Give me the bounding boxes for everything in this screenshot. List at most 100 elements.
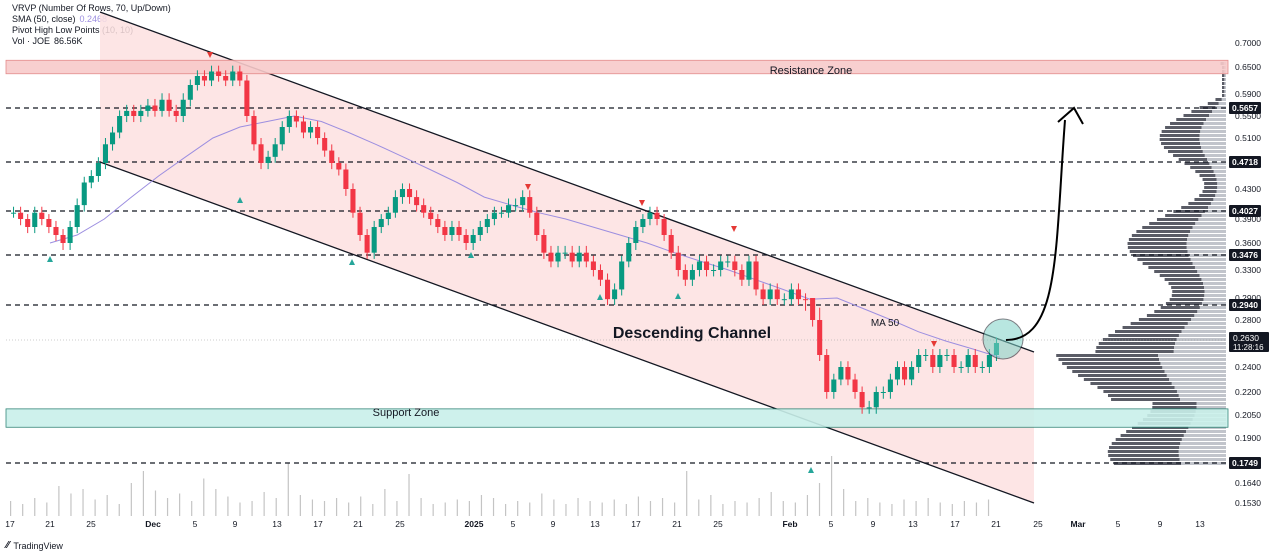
- volume-bar: [82, 489, 84, 516]
- level-price-tag: [1229, 457, 1261, 469]
- countdown-label: 11:28:16: [1233, 343, 1264, 352]
- profile-bar: [1194, 266, 1226, 269]
- candle-body: [859, 392, 865, 408]
- profile-bar: [1127, 246, 1187, 249]
- candle-body: [661, 219, 667, 235]
- profile-bar: [1201, 126, 1226, 129]
- profile-bar: [1156, 218, 1199, 221]
- profile-bar: [1072, 370, 1165, 373]
- candle-body: [880, 392, 886, 393]
- volume-bar: [674, 502, 676, 516]
- candle-body: [322, 138, 328, 151]
- profile-bar: [1212, 110, 1226, 113]
- level-price-tag: [1229, 205, 1261, 217]
- candle-body: [838, 367, 844, 380]
- profile-bar: [1171, 382, 1226, 385]
- x-tick-label: 9: [1158, 519, 1163, 529]
- profile-bar: [1224, 82, 1226, 85]
- candle-body: [696, 261, 702, 270]
- candle-body: [894, 367, 900, 380]
- profile-bar: [1129, 250, 1188, 253]
- profile-bar: [1215, 194, 1226, 197]
- profile-bar: [1098, 342, 1176, 345]
- volume-bar: [637, 496, 640, 516]
- volume-value: 86.56K: [54, 36, 83, 46]
- tradingview-brand[interactable]: ⁄⁄ TradingView: [6, 540, 63, 551]
- x-tick-label: Dec: [145, 519, 161, 529]
- profile-bar: [1181, 438, 1226, 441]
- candle-body: [569, 252, 575, 262]
- profile-bar: [1115, 330, 1182, 333]
- volume-legend[interactable]: Vol · JOE 86.56K: [12, 36, 83, 46]
- volume-bar: [758, 498, 760, 516]
- candle-body: [788, 289, 794, 300]
- profile-bar: [1180, 398, 1226, 401]
- profile-bar: [1222, 74, 1225, 77]
- volume-bar: [565, 504, 567, 516]
- candle-body: [506, 205, 512, 213]
- x-tick-label: 5: [511, 519, 516, 529]
- candle-body: [647, 212, 653, 219]
- candle-body: [986, 355, 992, 367]
- x-tick-label: 9: [551, 519, 556, 529]
- profile-bar: [1078, 374, 1167, 377]
- y-tick-label: 0.1900: [1235, 433, 1261, 443]
- profile-bar: [1066, 366, 1163, 369]
- volume-bar: [348, 502, 350, 516]
- profile-bar: [1160, 306, 1200, 309]
- candle-body: [456, 227, 462, 235]
- candle-body: [633, 227, 639, 243]
- volume-bar: [794, 502, 796, 516]
- profile-bar: [1201, 214, 1226, 217]
- profile-bar: [1199, 174, 1216, 177]
- pivot-markers: [47, 52, 937, 473]
- profile-bar: [1178, 158, 1208, 161]
- profile-bar: [1162, 366, 1226, 369]
- profile-bar: [1176, 118, 1207, 121]
- time-axis[interactable]: 17 21 25 Dec 5 9 13 17 21 25 2025 5 9 13 17 21 25 Feb 5 9 13…: [5, 519, 1205, 529]
- profile-bar: [1126, 430, 1187, 433]
- candle-body: [74, 205, 80, 227]
- candle-body: [209, 71, 215, 81]
- candle-body: [258, 144, 264, 163]
- profile-bar: [1186, 430, 1226, 433]
- candle-body: [216, 71, 222, 76]
- volume-bar: [830, 456, 833, 516]
- volume-bar: [480, 495, 483, 516]
- profile-bar: [1161, 142, 1201, 145]
- candle-body: [385, 212, 391, 219]
- sma-value: 0.2468: [79, 14, 108, 24]
- candle-body: [682, 270, 688, 280]
- profile-bar: [1138, 318, 1192, 321]
- x-tick-label: 17: [313, 519, 323, 529]
- volume-bar: [746, 502, 748, 516]
- x-tick-label: 25: [395, 519, 405, 529]
- resistance-zone: [5, 59, 1229, 75]
- volume-bar: [384, 489, 386, 516]
- level-price-label: 0.5657: [1232, 103, 1258, 113]
- volume-bar: [22, 504, 24, 516]
- vrvp-legend[interactable]: VRVP (Number Of Rows, 70, Up/Down): [12, 3, 171, 13]
- pivot-legend[interactable]: Pivot High Low Points (10, 10): [12, 25, 134, 35]
- pivot-high-marker: [731, 226, 737, 232]
- profile-bar: [1190, 258, 1226, 261]
- price-axis[interactable]: 0.70000.65000.59000.55000.51000.47000.43…: [1229, 38, 1269, 508]
- candle-body: [166, 99, 172, 111]
- sma-legend[interactable]: SMA (50, close) 0.2468: [12, 14, 108, 24]
- volume-bar: [106, 495, 108, 516]
- volume-bar: [818, 483, 821, 516]
- candle-body: [923, 355, 929, 356]
- profile-bar: [1184, 326, 1226, 329]
- pivot-high-marker: [525, 184, 531, 190]
- profile-bar: [1173, 350, 1226, 353]
- candle-body: [548, 252, 554, 262]
- candle-body: [399, 189, 405, 198]
- candle-body: [590, 261, 596, 270]
- volume-bar: [335, 498, 338, 516]
- volume-bar: [323, 501, 326, 516]
- candle-body: [675, 252, 681, 270]
- candle-body: [67, 227, 73, 243]
- x-tick-label: 5: [829, 519, 834, 529]
- x-tick-label: 5: [193, 519, 198, 529]
